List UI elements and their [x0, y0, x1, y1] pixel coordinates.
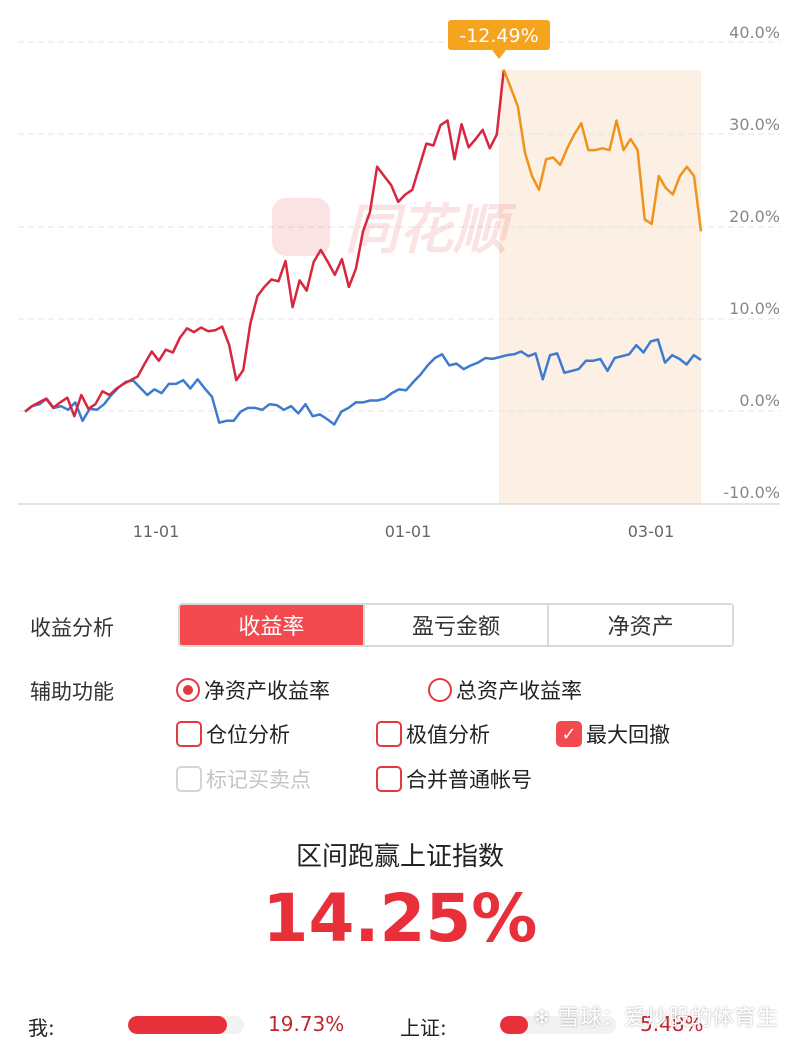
- portfolio-return-line: [24, 69, 506, 418]
- checkbox-icon: [376, 721, 402, 747]
- checkbox-label: 最大回撤: [586, 723, 670, 747]
- aux-label: 辅助功能: [30, 680, 114, 704]
- y-tick-label: 20.0%: [729, 207, 780, 226]
- check-max-drawdown[interactable]: ✓ 最大回撤: [556, 719, 670, 749]
- checkbox-label: 极值分析: [406, 723, 490, 747]
- drawdown-segment-line: [502, 69, 703, 232]
- analysis-label: 收益分析: [30, 616, 114, 640]
- checkbox-label: 标记买卖点: [206, 768, 311, 792]
- index-return-line: [24, 338, 702, 426]
- y-tick-label: -10.0%: [723, 483, 780, 502]
- check-mark-trades: 标记买卖点: [176, 764, 311, 794]
- xueqiu-watermark: ❄ 雪球：爱炒股的体育生: [532, 1006, 778, 1031]
- index-return-value: 5.48%: [640, 1012, 704, 1036]
- y-axis-ticks: 40.0% 30.0% 20.0% 10.0% 0.0% -10.0%: [723, 23, 780, 502]
- index-return-bar: [500, 1016, 616, 1034]
- x-tick-label: 01-01: [385, 522, 432, 541]
- series-layer: [24, 69, 703, 426]
- checkbox-icon: [376, 766, 402, 792]
- tab-net-assets[interactable]: 净资产: [547, 605, 733, 645]
- my-return-value: 19.73%: [268, 1012, 345, 1036]
- radio-selected-icon: [176, 678, 200, 702]
- radio-net-asset-return[interactable]: 净资产收益率: [176, 675, 330, 705]
- analysis-tabs: 收益率 盈亏金额 净资产: [178, 603, 734, 647]
- watermark-text: 同花顺: [345, 198, 517, 261]
- y-tick-label: 30.0%: [729, 115, 780, 134]
- drawdown-region: [499, 70, 701, 504]
- checkbox-icon: [176, 721, 202, 747]
- my-return-bar-fill: [128, 1016, 227, 1034]
- drawdown-badge: -12.49%: [448, 20, 550, 59]
- y-tick-label: 40.0%: [729, 23, 780, 42]
- my-return-bar: [128, 1016, 244, 1034]
- my-return-label: 我:: [28, 1016, 55, 1040]
- check-position-analysis[interactable]: 仓位分析: [176, 719, 290, 749]
- x-tick-label: 03-01: [628, 522, 675, 541]
- checkbox-icon: [176, 766, 202, 792]
- check-merge-accounts[interactable]: 合并普通帐号: [376, 764, 532, 794]
- y-tick-label: 10.0%: [729, 299, 780, 318]
- watermark-logo: 同花顺: [272, 198, 517, 261]
- performance-chart: 同花顺 40.0% 30.0% 20.0% 10.0% 0.0% -10.0% …: [18, 20, 780, 541]
- radio-label: 净资产收益率: [204, 679, 330, 703]
- index-return-bar-fill: [500, 1016, 528, 1034]
- checkmark-icon: ✓: [556, 721, 582, 747]
- x-tick-label: 11-01: [133, 522, 180, 541]
- compare-title: 区间跑赢上证指数: [295, 842, 504, 872]
- x-axis-ticks: 11-01 01-01 03-01: [133, 522, 675, 541]
- checkbox-label: 仓位分析: [206, 723, 290, 747]
- tab-profit-amount[interactable]: 盈亏金额: [362, 605, 548, 645]
- tab-return-rate[interactable]: 收益率: [180, 605, 363, 645]
- checkbox-label: 合并普通帐号: [406, 768, 532, 792]
- radio-unselected-icon: [428, 678, 452, 702]
- check-extreme-analysis[interactable]: 极值分析: [376, 719, 490, 749]
- gridlines: [18, 41, 780, 412]
- index-return-label: 上证:: [400, 1016, 447, 1040]
- y-tick-label: 0.0%: [739, 391, 780, 410]
- compare-value: 14.25%: [262, 880, 538, 957]
- drawdown-badge-text: -12.49%: [459, 25, 538, 47]
- radio-total-asset-return[interactable]: 总资产收益率: [428, 675, 582, 705]
- radio-label: 总资产收益率: [456, 679, 582, 703]
